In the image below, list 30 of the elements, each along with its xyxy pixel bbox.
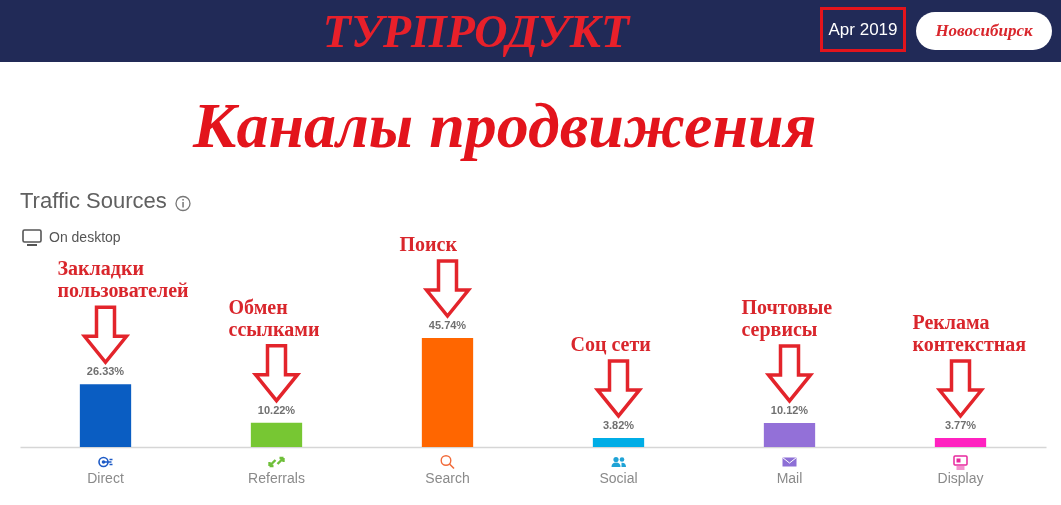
data-label: 45.74% (428, 319, 467, 331)
data-label: 26.33% (86, 365, 125, 378)
x-tick-label: Mail (776, 469, 803, 486)
text: On desktop (49, 229, 121, 246)
text: Поиск (399, 233, 458, 255)
bar (592, 437, 645, 447)
text: Новосибирск (916, 12, 1052, 50)
bar (421, 338, 474, 447)
annotation: Реклама контекстная (912, 311, 1028, 356)
x-tick-label: Search (425, 469, 470, 486)
data-label: 10.12% (770, 403, 809, 416)
data-label: 3.82% (602, 418, 635, 431)
bar (79, 384, 132, 447)
data-label: 10.22% (257, 403, 296, 416)
text: Apr 2019 (820, 7, 906, 52)
bar (763, 422, 816, 447)
annotation: Соц сети (570, 332, 652, 355)
x-tick-label: Referrals (248, 469, 305, 486)
x-tick-label: Social (599, 469, 638, 486)
text: ТУРПРОДУКТ (321, 5, 632, 59)
chart-subtitle: Traffic Sources (20, 188, 167, 214)
data-label: 3.77% (944, 419, 977, 432)
x-tick-label: Display (937, 469, 984, 486)
x-tick-label: Direct (87, 469, 124, 486)
bar (934, 438, 987, 447)
chart-title: Каналы продвижения (193, 89, 817, 163)
text: Закладки пользователей (57, 257, 190, 302)
annotation: Обмен ссылками (228, 295, 321, 340)
annotation: Почтовые сервисы (741, 295, 834, 340)
bar (250, 422, 303, 447)
